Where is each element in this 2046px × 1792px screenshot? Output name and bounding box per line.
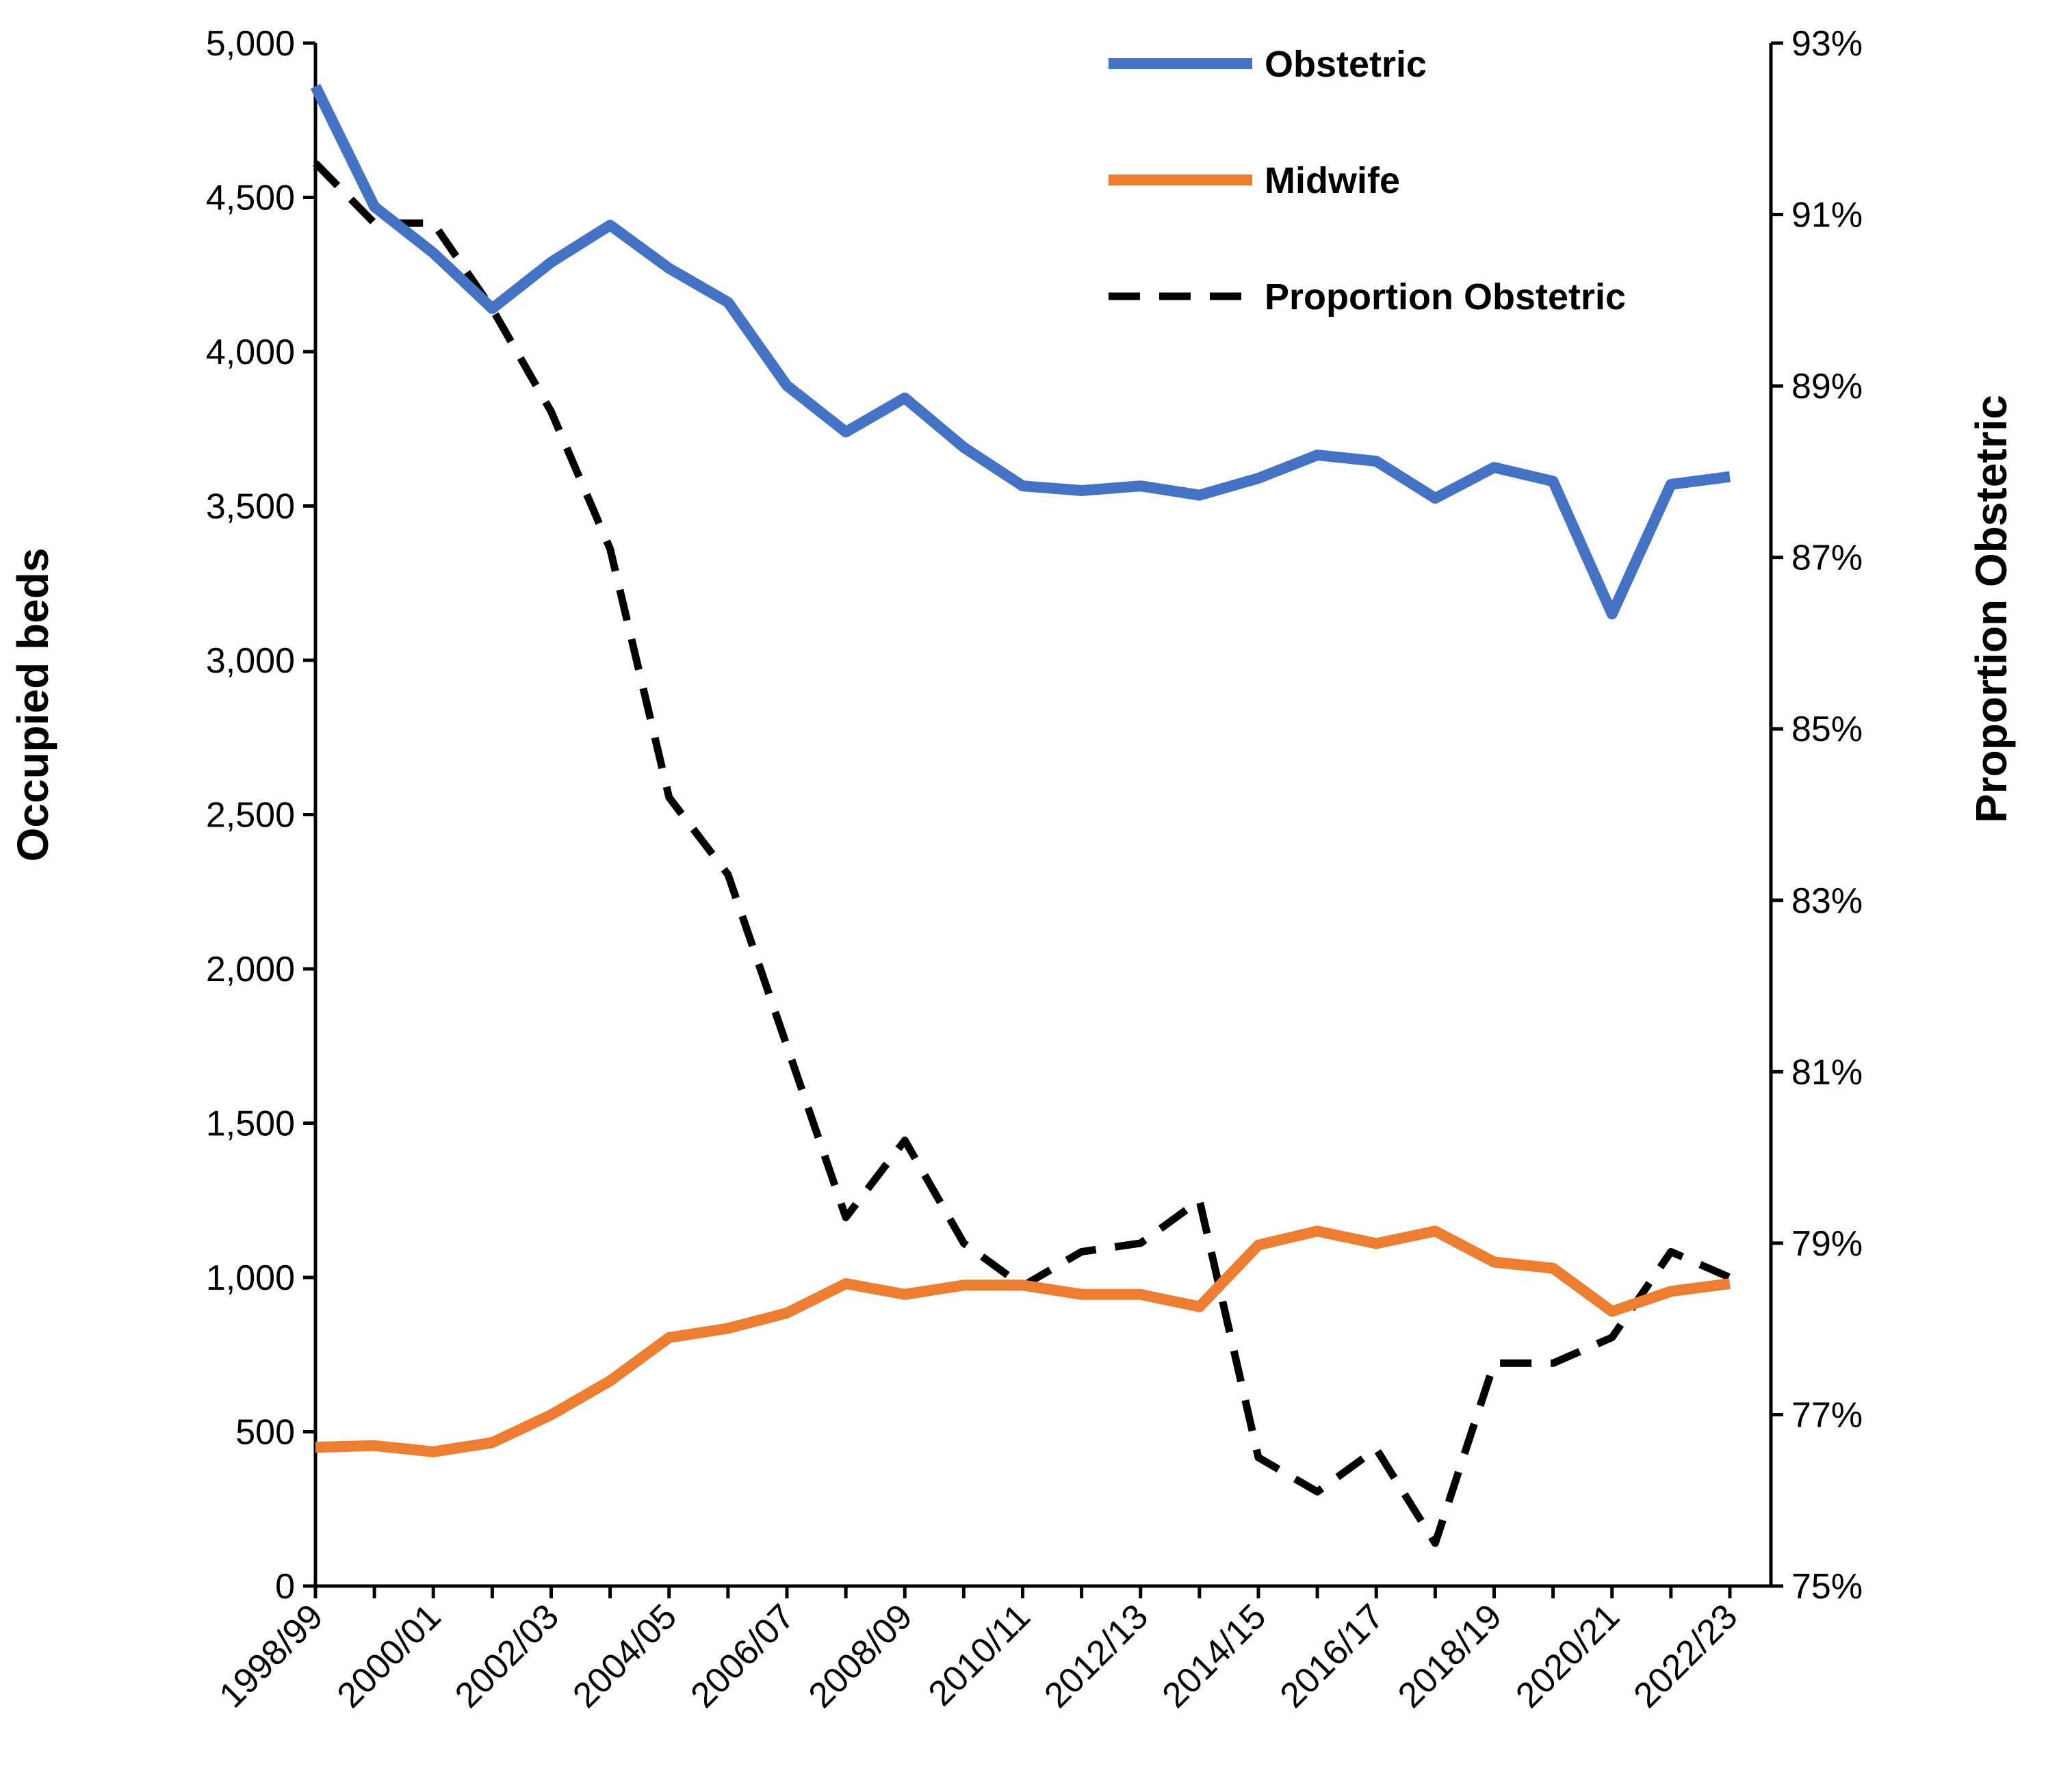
right-tick-label: 93% xyxy=(1791,24,1863,64)
right-tick-label: 77% xyxy=(1791,1395,1863,1435)
right-tick-label: 91% xyxy=(1791,196,1863,235)
left-tick-label: 3,000 xyxy=(206,641,295,681)
data-point xyxy=(1494,1362,1495,1364)
data-point xyxy=(1199,1199,1200,1201)
series-layer xyxy=(310,83,1732,1547)
legend: Obstetric Midwife Proportion Obstetric xyxy=(1109,44,1626,317)
right-axis-title: Proportion Obstetric xyxy=(1967,395,2016,823)
left-tick-label: 2,000 xyxy=(206,950,295,989)
left-tick-label: 4,000 xyxy=(206,333,295,372)
left-tick-label: 4,500 xyxy=(206,179,295,218)
right-tick-label: 81% xyxy=(1791,1052,1863,1092)
right-tick-label: 75% xyxy=(1791,1567,1863,1607)
left-tick-label: 5,000 xyxy=(206,24,295,64)
legend-label: Proportion Obstetric xyxy=(1265,276,1626,317)
left-tick-label: 3,500 xyxy=(206,487,295,527)
right-tick-label: 79% xyxy=(1791,1224,1863,1264)
x-tick-label: 2022/23 xyxy=(1627,1596,1746,1715)
right-tick-label: 83% xyxy=(1791,881,1863,921)
left-axis-title: Occupied beds xyxy=(8,548,57,862)
data-point xyxy=(1375,1449,1377,1450)
right-tick-label: 85% xyxy=(1791,710,1863,749)
left-tick-label: 500 xyxy=(235,1413,295,1453)
data-point xyxy=(1729,1277,1731,1278)
series-line-proportion-obstetric xyxy=(313,160,1732,1547)
left-tick-label: 0 xyxy=(275,1567,295,1607)
x-tick-label: 2006/07 xyxy=(684,1596,803,1715)
x-tick-label: 2012/13 xyxy=(1037,1596,1156,1715)
x-tick-label: 2020/21 xyxy=(1508,1596,1627,1715)
x-tick-label: 2010/11 xyxy=(921,1596,1038,1713)
x-tick-label: 2014/15 xyxy=(1155,1596,1274,1715)
legend-label: Obstetric xyxy=(1265,44,1427,85)
legend-label: Midwife xyxy=(1265,160,1400,201)
x-tick-label: 2004/05 xyxy=(565,1596,684,1715)
series-line-midwife xyxy=(315,1225,1731,1457)
x-tick-label: 2002/03 xyxy=(448,1596,567,1715)
x-tick-label: 2018/19 xyxy=(1390,1596,1510,1715)
x-tick-label: 2016/17 xyxy=(1273,1596,1392,1715)
x-tick-label: 2008/09 xyxy=(801,1596,920,1715)
left-tick-label: 1,000 xyxy=(206,1258,295,1298)
series-line-obstetric xyxy=(310,83,1731,620)
x-tick-label: 1998/99 xyxy=(212,1596,331,1715)
left-tick-label: 1,500 xyxy=(206,1104,295,1144)
right-tick-label: 89% xyxy=(1791,367,1863,406)
data-point xyxy=(374,222,375,224)
left-tick-label: 2,500 xyxy=(206,796,295,835)
data-point xyxy=(432,222,434,224)
x-tick-label: 2000/01 xyxy=(330,1596,449,1715)
data-point xyxy=(786,1046,788,1047)
right-tick-label: 87% xyxy=(1791,538,1863,578)
